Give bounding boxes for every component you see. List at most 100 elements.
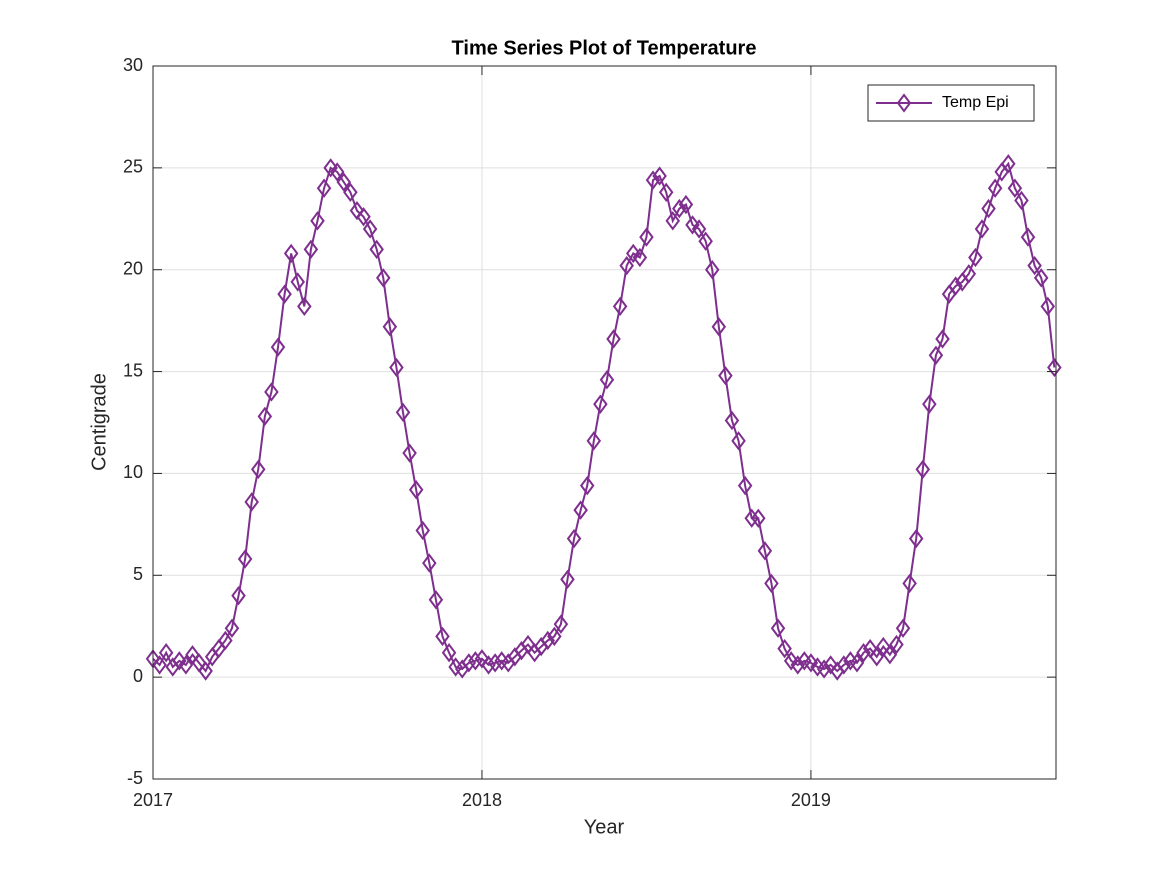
- data-marker: [849, 653, 865, 673]
- data-marker: [547, 626, 562, 647]
- data-marker: [461, 653, 477, 673]
- data-marker: [928, 345, 944, 365]
- data-marker: [264, 382, 279, 402]
- data-marker: [935, 329, 950, 349]
- data-marker: [593, 394, 608, 414]
- data-marker: [376, 268, 391, 288]
- x-tick-label: 2018: [462, 790, 502, 810]
- data-marker: [579, 475, 595, 496]
- data-marker: [665, 211, 681, 231]
- data-marker: [724, 410, 740, 431]
- x-tick-label: 2017: [133, 790, 173, 810]
- y-tick-label: 30: [123, 55, 143, 75]
- data-marker: [389, 357, 404, 378]
- data-marker: [823, 655, 838, 675]
- data-marker: [770, 618, 786, 638]
- data-marker: [231, 585, 246, 606]
- data-marker: [474, 649, 490, 669]
- data-marker: [218, 630, 233, 651]
- data-marker: [783, 651, 799, 671]
- data-marker: [441, 643, 457, 663]
- data-marker: [731, 431, 746, 451]
- y-tick-label: 25: [123, 157, 143, 177]
- data-marker: [902, 573, 917, 594]
- data-marker: [297, 296, 312, 317]
- data-marker: [652, 166, 667, 186]
- data-marker: [172, 651, 187, 671]
- data-marker: [889, 634, 904, 655]
- data-marker: [540, 630, 556, 651]
- data-marker: [310, 211, 325, 231]
- data-marker: [402, 443, 417, 463]
- data-marker: [626, 243, 641, 264]
- data-marker: [481, 655, 496, 675]
- data-marker: [237, 549, 253, 569]
- y-tick-label: 10: [123, 462, 143, 482]
- data-marker: [737, 475, 753, 496]
- data-marker: [244, 492, 259, 512]
- data-marker: [343, 182, 358, 202]
- data-marker: [777, 638, 792, 659]
- data-marker: [1047, 357, 1062, 378]
- data-marker: [803, 653, 819, 673]
- y-axis-label: Centigrade: [88, 373, 110, 471]
- data-marker: [178, 655, 194, 675]
- data-marker: [698, 231, 713, 251]
- data-marker: [1001, 154, 1016, 174]
- data-marker: [968, 247, 983, 268]
- data-marker: [672, 198, 687, 219]
- data-marker: [869, 647, 884, 667]
- data-marker: [415, 520, 430, 541]
- data-marker: [619, 255, 634, 276]
- data-marker: [152, 655, 167, 675]
- data-marker: [836, 655, 852, 675]
- data-marker: [639, 227, 654, 247]
- data-marker: [895, 618, 911, 638]
- data-marker: [573, 500, 588, 520]
- data-marker: [1033, 268, 1049, 288]
- data-marker: [435, 626, 450, 647]
- data-marker: [560, 569, 575, 590]
- y-tick-label: -5: [127, 768, 143, 788]
- data-marker: [270, 337, 286, 357]
- data-marker: [349, 200, 365, 221]
- data-marker: [487, 653, 503, 673]
- data-marker: [586, 431, 602, 451]
- data-marker: [1007, 178, 1023, 198]
- data-marker: [251, 459, 266, 480]
- data-marker: [303, 239, 319, 260]
- data-marker: [362, 219, 378, 239]
- x-axis-label: Year: [584, 816, 625, 838]
- chart-title: Time Series Plot of Temperature: [452, 37, 757, 59]
- data-marker: [468, 651, 483, 671]
- data-marker: [553, 614, 569, 634]
- data-marker: [612, 296, 628, 317]
- data-marker: [718, 365, 733, 386]
- legend-label: Temp Epi: [942, 94, 1009, 111]
- axes-box: [152, 65, 1057, 780]
- data-marker: [428, 590, 444, 610]
- data-marker: [704, 260, 720, 280]
- data-marker: [395, 402, 411, 422]
- data-marker: [606, 329, 621, 349]
- x-tick-label: 2019: [791, 790, 831, 810]
- y-tick-label: 0: [133, 666, 143, 686]
- data-marker: [408, 480, 424, 500]
- data-marker: [1027, 255, 1042, 276]
- data-marker: [158, 643, 174, 663]
- y-tick-label: 15: [123, 360, 143, 380]
- data-marker: [922, 394, 937, 414]
- data-marker: [356, 207, 371, 227]
- data-marker: [1040, 296, 1056, 317]
- data-marker: [961, 264, 977, 284]
- data-marker: [757, 541, 773, 561]
- data-marker: [751, 508, 766, 528]
- data-marker: [711, 317, 727, 337]
- legend-marker: [896, 93, 912, 113]
- data-marker: [277, 284, 292, 304]
- data-marker: [856, 643, 871, 663]
- data-marker: [816, 659, 832, 679]
- data-marker: [329, 162, 345, 182]
- data-marker: [744, 508, 759, 528]
